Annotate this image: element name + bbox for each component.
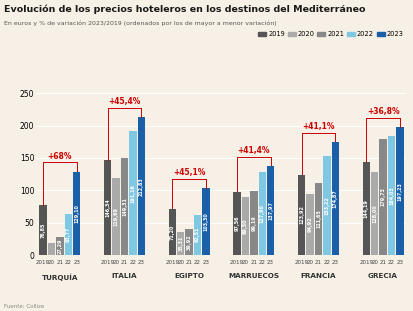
Bar (323, 156, 330, 255)
Bar (378, 139, 386, 255)
Text: +45,1%: +45,1% (173, 168, 205, 177)
Text: +41,1%: +41,1% (301, 122, 334, 131)
Text: MARRUECOS: MARRUECOS (228, 273, 279, 279)
Text: 184,03: 184,03 (388, 186, 393, 205)
Bar (258, 172, 265, 255)
Text: 153,22: 153,22 (323, 196, 329, 215)
Bar (177, 232, 184, 255)
Text: 94,92: 94,92 (307, 216, 312, 232)
Bar (129, 131, 136, 255)
Text: Evolución de los precios hoteleros en los destinos del Mediterráneo: Evolución de los precios hoteleros en lo… (4, 5, 365, 14)
Text: GRECIA: GRECIA (367, 273, 397, 279)
Bar (168, 209, 176, 255)
Text: EGIPTO: EGIPTO (174, 273, 204, 279)
Bar (104, 160, 111, 255)
Text: TURQUÍA: TURQUÍA (42, 273, 78, 281)
Text: 99,19: 99,19 (251, 215, 256, 231)
Text: FRANCIA: FRANCIA (300, 273, 335, 279)
Text: +68%: +68% (47, 151, 72, 160)
Text: 197,23: 197,23 (396, 182, 401, 201)
Text: 123,92: 123,92 (299, 206, 304, 224)
Text: 62,51: 62,51 (195, 227, 199, 243)
Bar (112, 178, 119, 255)
Bar (249, 191, 257, 255)
Text: 128,00: 128,00 (371, 204, 376, 223)
Text: 76,85: 76,85 (40, 222, 45, 238)
Text: 127,90: 127,90 (259, 204, 264, 223)
Text: 144,19: 144,19 (363, 199, 368, 218)
Bar (193, 215, 201, 255)
Text: 174,87: 174,87 (332, 189, 337, 208)
Text: 146,34: 146,34 (105, 198, 110, 217)
Bar (121, 158, 128, 255)
Bar (314, 183, 321, 255)
Text: 89,50: 89,50 (242, 218, 247, 234)
Text: ITALIA: ITALIA (112, 273, 137, 279)
Text: +41,4%: +41,4% (237, 146, 269, 155)
Bar (331, 142, 338, 255)
Text: +45,4%: +45,4% (108, 97, 140, 106)
Text: 27,29: 27,29 (57, 239, 62, 254)
Text: Fuente: Collize: Fuente: Collize (4, 304, 44, 309)
Bar (266, 166, 274, 255)
Bar (64, 214, 72, 255)
Text: 63,77: 63,77 (66, 227, 71, 242)
Text: 35,31: 35,31 (178, 236, 183, 251)
Text: +36,8%: +36,8% (366, 107, 399, 116)
Text: 103,30: 103,30 (203, 212, 208, 231)
Bar (202, 188, 209, 255)
Bar (362, 162, 369, 255)
Text: 39,92: 39,92 (186, 234, 191, 250)
Bar (306, 194, 313, 255)
Text: 111,65: 111,65 (315, 210, 320, 228)
Bar (185, 229, 192, 255)
Legend: 2019, 2020, 2021, 2022, 2023: 2019, 2020, 2021, 2022, 2023 (255, 29, 405, 40)
Bar (297, 175, 305, 255)
Bar (395, 128, 403, 255)
Bar (39, 205, 47, 255)
Bar (370, 172, 377, 255)
Text: 191,16: 191,16 (130, 184, 135, 203)
Text: 119,69: 119,69 (113, 207, 119, 226)
Bar (241, 197, 249, 255)
Bar (56, 237, 64, 255)
Text: 129,10: 129,10 (74, 204, 79, 223)
Text: 71,20: 71,20 (169, 224, 174, 240)
Text: 212,83: 212,83 (138, 177, 143, 196)
Bar (47, 244, 55, 255)
Bar (137, 117, 145, 255)
Text: 149,31: 149,31 (122, 197, 127, 216)
Bar (387, 136, 394, 255)
Text: 179,73: 179,73 (380, 188, 385, 206)
Bar (73, 171, 80, 255)
Bar (233, 192, 240, 255)
Text: 97,56: 97,56 (234, 216, 239, 231)
Text: En euros y % de variación 2023/2019 (ordenados por los de mayor a menor variació: En euros y % de variación 2023/2019 (ord… (4, 20, 276, 26)
Text: 137,97: 137,97 (268, 201, 273, 220)
